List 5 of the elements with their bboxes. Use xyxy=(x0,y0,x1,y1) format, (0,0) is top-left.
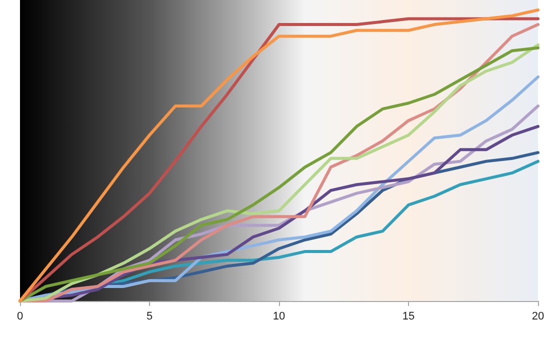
x-tick-label: 10 xyxy=(272,310,286,322)
x-tick-label: 5 xyxy=(146,310,153,322)
x-tick-label: 20 xyxy=(532,310,544,322)
x-tick-label: 0 xyxy=(16,310,24,322)
x-tick-label: 15 xyxy=(402,310,415,322)
